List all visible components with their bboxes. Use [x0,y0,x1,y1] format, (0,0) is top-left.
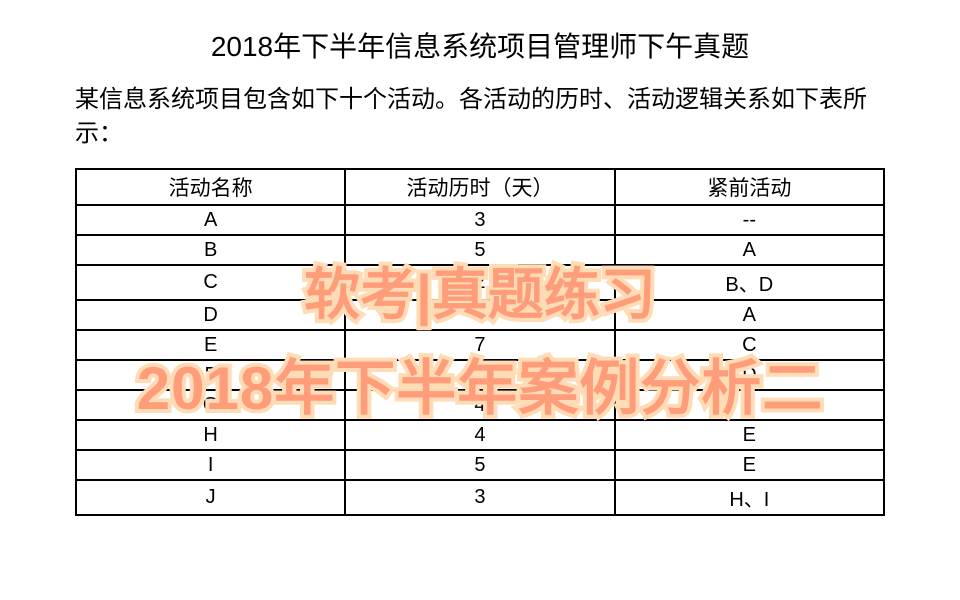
cell-predecessor: H、I [615,480,884,515]
question-description: 某信息系统项目包含如下十个活动。各活动的历时、活动逻辑关系如下表所示： [0,83,960,168]
overlay-text-2: 2018年下半年案例分析二 [137,355,823,422]
overlay-title-line1: 软考|真题练习 [0,250,960,331]
cell-name: J [76,480,345,515]
table-row: A 3 -- [76,205,884,235]
cell-name: I [76,450,345,480]
cell-duration: 5 [345,450,614,480]
table-row: I 5 E [76,450,884,480]
col-predecessor: 紧前活动 [615,169,884,205]
table-row: J 3 H、I [76,480,884,515]
cell-predecessor: E [615,450,884,480]
cell-predecessor: -- [615,205,884,235]
col-duration: 活动历时（天） [345,169,614,205]
overlay-title-line2: 2018年下半年案例分析二 [0,340,960,427]
overlay-text-1: 软考|真题练习 [304,263,656,326]
cell-name: A [76,205,345,235]
cell-duration: 3 [345,480,614,515]
page-title: 2018年下半年信息系统项目管理师下午真题 [0,0,960,83]
table-header-row: 活动名称 活动历时（天） 紧前活动 [76,169,884,205]
cell-duration: 3 [345,205,614,235]
col-activity-name: 活动名称 [76,169,345,205]
